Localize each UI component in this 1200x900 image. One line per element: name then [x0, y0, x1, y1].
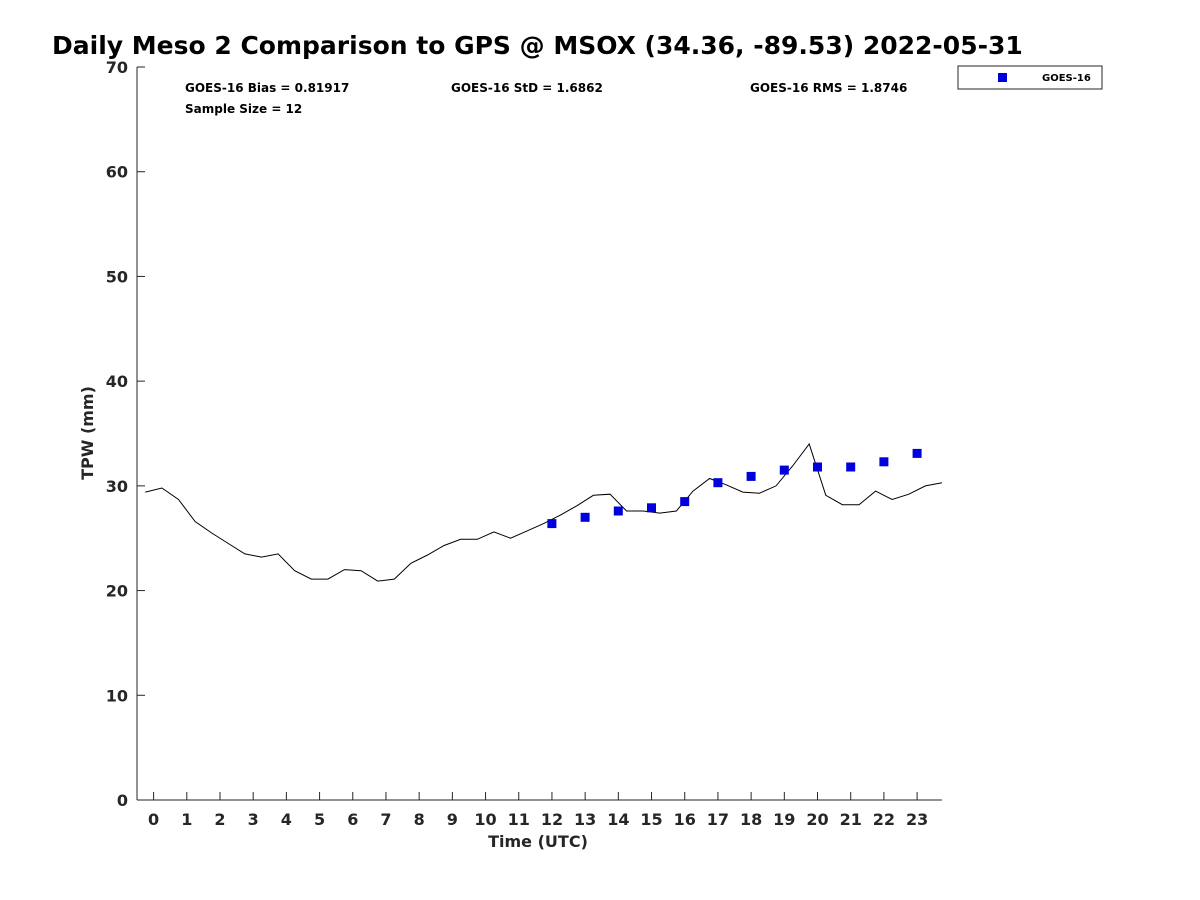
- chart-title: Daily Meso 2 Comparison to GPS @ MSOX (3…: [52, 31, 1023, 60]
- x-axis-label: Time (UTC): [488, 832, 588, 851]
- y-tick-label: 50: [106, 267, 128, 286]
- x-tick-label: 0: [148, 810, 159, 829]
- x-tick-label: 18: [740, 810, 762, 829]
- std-stat: GOES-16 StD = 1.6862: [451, 81, 603, 95]
- goes16-point: [680, 497, 690, 507]
- x-tick-label: 2: [214, 810, 225, 829]
- x-tick-label: 10: [474, 810, 496, 829]
- goes16-point: [912, 448, 922, 458]
- goes16-point: [713, 478, 723, 488]
- y-tick-label: 20: [106, 582, 128, 601]
- x-tick-label: 8: [414, 810, 425, 829]
- x-tick-label: 23: [906, 810, 928, 829]
- y-tick-label: 40: [106, 372, 128, 391]
- y-tick-label: 0: [117, 791, 128, 810]
- goes16-point: [547, 519, 557, 529]
- x-tick-label: 13: [574, 810, 596, 829]
- x-tick-label: 19: [773, 810, 795, 829]
- sample-size-stat: Sample Size = 12: [185, 102, 302, 116]
- y-tick-label: 70: [106, 58, 128, 77]
- stats-annotations: GOES-16 Bias = 0.81917 GOES-16 StD = 1.6…: [185, 81, 907, 116]
- x-tick-label: 16: [674, 810, 696, 829]
- goes16-point: [879, 457, 889, 467]
- goes16-point: [580, 512, 590, 522]
- legend-box: [957, 65, 1103, 90]
- goes16-point: [779, 465, 789, 475]
- goes16-point: [746, 471, 756, 481]
- x-axis-ticks: 0 1 2 3 4 5 6 7 8 9 10 11 12 13 14 15 16 17 18 19 20 21 22 23: [148, 792, 928, 829]
- legend: GOES-16: [957, 65, 1103, 90]
- x-tick-label: 15: [640, 810, 662, 829]
- x-tick-label: 12: [541, 810, 563, 829]
- y-tick-label: 60: [106, 163, 128, 182]
- goes16-point: [613, 506, 623, 516]
- legend-label-goes16: GOES-16: [1042, 73, 1091, 84]
- x-tick-label: 11: [508, 810, 530, 829]
- y-tick-label: 10: [106, 686, 128, 705]
- y-tick-label: 30: [106, 477, 128, 496]
- x-tick-label: 9: [447, 810, 458, 829]
- x-tick-label: 20: [806, 810, 828, 829]
- x-tick-label: 7: [380, 810, 391, 829]
- goes16-point: [813, 462, 822, 472]
- series-layer: [145, 442, 943, 582]
- goes16-point: [846, 462, 856, 472]
- x-tick-label: 22: [873, 810, 895, 829]
- plot-area: [136, 67, 942, 801]
- x-tick-label: 21: [840, 810, 862, 829]
- y-axis-label: TPW (mm): [78, 386, 97, 480]
- rms-stat: GOES-16 RMS = 1.8746: [750, 81, 907, 95]
- goes16-point: [647, 503, 656, 513]
- gps-tpw-line: [145, 442, 943, 582]
- bias-stat: GOES-16 Bias = 0.81917: [185, 81, 349, 95]
- x-tick-label: 3: [248, 810, 259, 829]
- x-tick-label: 1: [181, 810, 192, 829]
- x-tick-label: 4: [281, 810, 292, 829]
- x-tick-label: 17: [707, 810, 729, 829]
- legend-marker-goes16: [998, 73, 1007, 82]
- x-tick-label: 6: [347, 810, 358, 829]
- y-axis-ticks: 0 10 20 30 40 50 60 70: [106, 58, 145, 810]
- x-tick-label: 5: [314, 810, 325, 829]
- x-tick-label: 14: [607, 810, 629, 829]
